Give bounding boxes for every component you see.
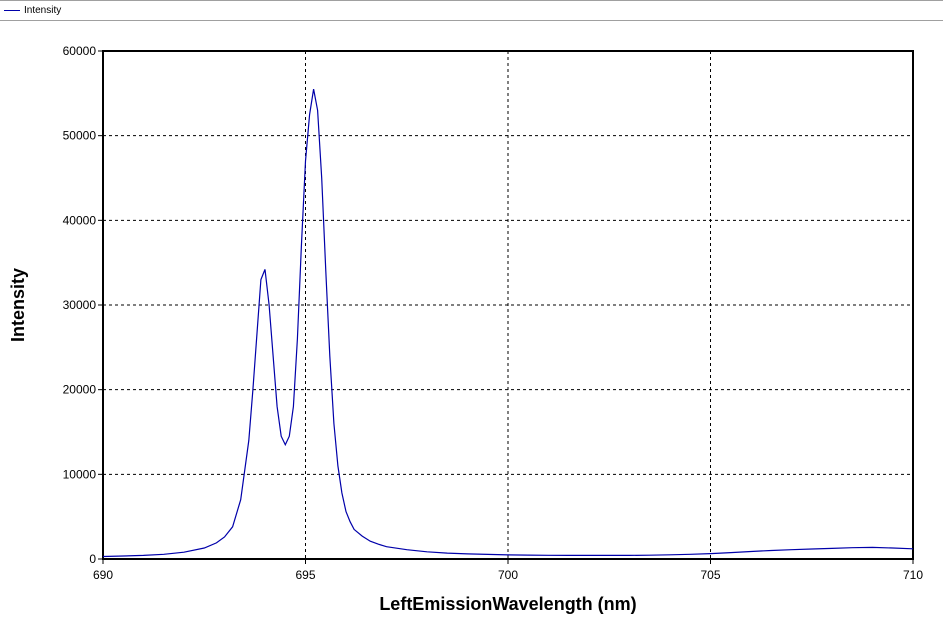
- y-tick-label: 0: [89, 552, 96, 566]
- y-axis-title: Intensity: [8, 268, 28, 342]
- x-tick-label: 695: [295, 568, 315, 582]
- x-tick-label: 690: [93, 568, 113, 582]
- legend: Intensity: [0, 0, 943, 21]
- y-tick-label: 50000: [63, 129, 97, 143]
- y-tick-label: 20000: [63, 383, 97, 397]
- x-axis-title: LeftEmissionWavelength (nm): [379, 594, 636, 614]
- y-tick-label: 60000: [63, 44, 97, 58]
- x-tick-label: 700: [498, 568, 518, 582]
- x-tick-label: 705: [700, 568, 720, 582]
- y-tick-label: 10000: [63, 467, 97, 481]
- grid-lines: [103, 51, 913, 559]
- legend-label: Intensity: [24, 5, 62, 16]
- y-tick-label: 30000: [63, 298, 97, 312]
- axis-ticks: 690 695 700 705 710 0 10000 20000 30000 40000 5000…: [63, 44, 924, 582]
- series-line-intensity: [102, 88, 914, 558]
- y-tick-label: 40000: [63, 213, 97, 227]
- x-tick-label: 710: [903, 568, 923, 582]
- legend-swatch: [4, 10, 20, 11]
